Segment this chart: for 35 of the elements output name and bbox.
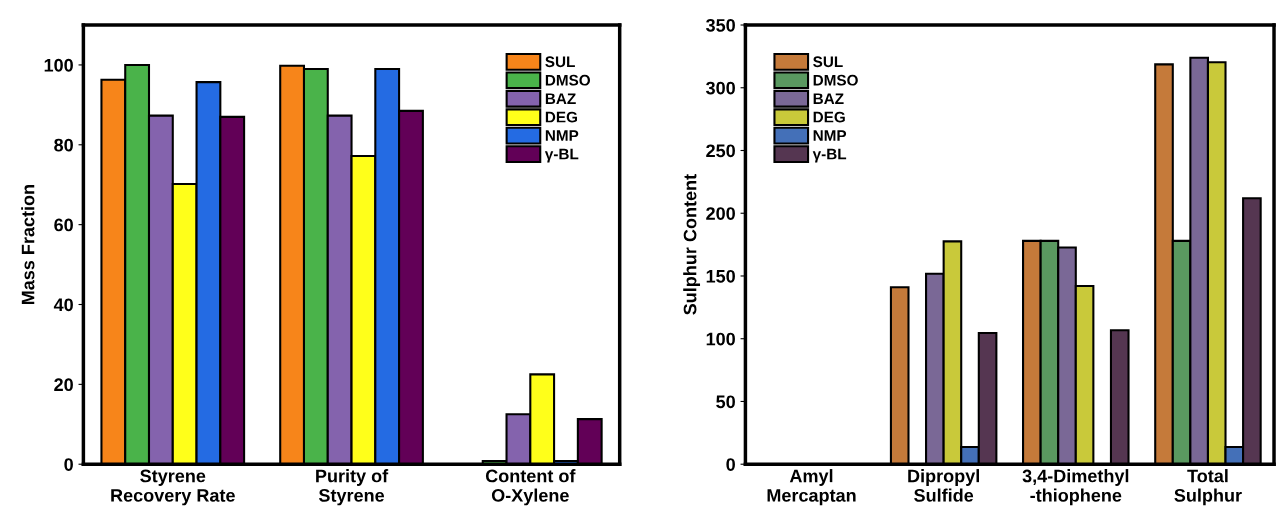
legend-label: SUL [813,56,843,68]
legend-label: DEG [813,111,845,123]
y-tick-label: 20 [54,378,73,392]
x-tick-label: Total Sulphur [1174,469,1242,506]
y-tick-label: 0 [726,458,735,471]
y-tick-label: 350 [705,18,735,32]
legend-label: DMSO [545,74,591,86]
legend-label: NMP [545,130,579,141]
x-tick-label: Amyl Mercaptan [767,469,856,506]
legend-label: BAZ [813,93,844,104]
y-axis-title: Sulphur Content [683,174,701,315]
legend-label: DMSO [813,74,858,86]
x-tick-label: Styrene Recovery Rate [111,469,235,506]
y-tick-label: 250 [706,144,735,158]
y-tick-label: 100 [706,332,735,346]
legend-label: γ-BL [544,148,579,163]
x-tick-label: Purity of Styrene [316,469,389,506]
y-tick-label: 60 [54,218,73,232]
legend-label: γ-BL [812,148,847,163]
x-tick-label: 3,4-Dimethyl -thiophene [1022,469,1129,506]
y-tick-label: 150 [706,269,735,283]
y-tick-label: 200 [706,207,735,220]
y-tick-label: 80 [54,138,73,152]
y-tick-label: 300 [705,81,735,95]
legend-label: DEG [545,111,577,123]
x-tick-label: Dipropyl Sulfide [908,469,979,502]
y-tick-label: 0 [64,458,73,471]
legend-label: NMP [813,130,847,141]
x-tick-label: Content of O-Xylene [485,469,576,506]
legend-label: SUL [545,56,575,68]
y-tick-label: 40 [53,298,73,312]
y-tick-label: 100 [44,58,73,72]
y-tick-label: 50 [716,395,735,409]
y-axis-title: Mass Fraction [21,185,35,305]
legend-label: BAZ [545,93,576,104]
